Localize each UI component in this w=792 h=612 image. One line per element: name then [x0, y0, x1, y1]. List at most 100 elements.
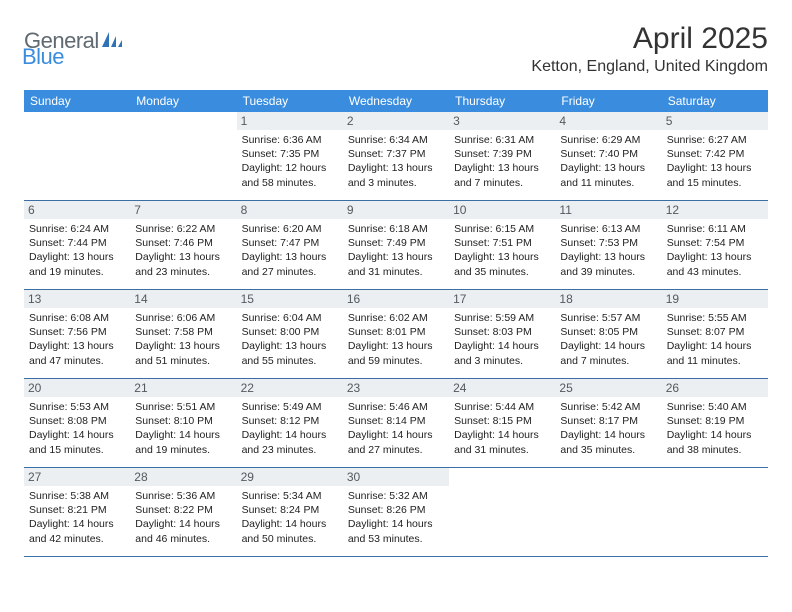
day-body: Sunrise: 5:59 AMSunset: 8:03 PMDaylight:…: [454, 311, 550, 368]
daylight-line: Daylight: 12 hours and 58 minutes.: [242, 161, 338, 189]
dow-sat: Saturday: [662, 90, 768, 112]
day-number: 18: [555, 290, 661, 308]
day-cell: 18 Sunrise: 5:57 AMSunset: 8:05 PMDayligh…: [555, 290, 661, 378]
daylight-line: Daylight: 13 hours and 43 minutes.: [667, 250, 763, 278]
day-body: Sunrise: 5:53 AMSunset: 8:08 PMDaylight:…: [29, 400, 125, 457]
day-body: Sunrise: 5:38 AMSunset: 8:21 PMDaylight:…: [29, 489, 125, 546]
week-row: 13 Sunrise: 6:08 AMSunset: 7:56 PMDayligh…: [24, 290, 768, 379]
sunrise-line: Sunrise: 6:18 AM: [348, 222, 444, 236]
sunrise-line: Sunrise: 6:24 AM: [29, 222, 125, 236]
day-number: 17: [449, 290, 555, 308]
daylight-line: Daylight: 13 hours and 47 minutes.: [29, 339, 125, 367]
dow-wed: Wednesday: [343, 90, 449, 112]
day-body: Sunrise: 6:11 AMSunset: 7:54 PMDaylight:…: [667, 222, 763, 279]
sunset-line: Sunset: 7:40 PM: [560, 147, 656, 161]
day-cell: 13 Sunrise: 6:08 AMSunset: 7:56 PMDayligh…: [24, 290, 130, 378]
sunset-line: Sunset: 8:05 PM: [560, 325, 656, 339]
sunrise-line: Sunrise: 5:49 AM: [242, 400, 338, 414]
sunrise-line: Sunrise: 6:36 AM: [242, 133, 338, 147]
sunset-line: Sunset: 8:14 PM: [348, 414, 444, 428]
daylight-line: Daylight: 14 hours and 38 minutes.: [667, 428, 763, 456]
daylight-line: Daylight: 14 hours and 50 minutes.: [242, 517, 338, 545]
sunset-line: Sunset: 8:15 PM: [454, 414, 550, 428]
sunrise-line: Sunrise: 6:13 AM: [560, 222, 656, 236]
daylight-line: Daylight: 13 hours and 51 minutes.: [135, 339, 231, 367]
day-number: 28: [130, 468, 236, 486]
sunrise-line: Sunrise: 5:32 AM: [348, 489, 444, 503]
sunset-line: Sunset: 8:17 PM: [560, 414, 656, 428]
day-cell: 25 Sunrise: 5:42 AMSunset: 8:17 PMDayligh…: [555, 379, 661, 467]
day-number: 23: [343, 379, 449, 397]
day-body: Sunrise: 6:24 AMSunset: 7:44 PMDaylight:…: [29, 222, 125, 279]
day-cell: 29Sunrise: 5:34 AMSunset: 8:24 PMDayligh…: [237, 468, 343, 556]
daylight-line: Daylight: 13 hours and 27 minutes.: [242, 250, 338, 278]
day-number: 9: [343, 201, 449, 219]
day-number: 15: [237, 290, 343, 308]
day-cell: [662, 468, 768, 556]
day-body: Sunrise: 6:36 AMSunset: 7:35 PMDaylight:…: [242, 133, 338, 190]
day-cell: 15 Sunrise: 6:04 AMSunset: 8:00 PMDayligh…: [237, 290, 343, 378]
day-cell: [449, 468, 555, 556]
day-cell: 28Sunrise: 5:36 AMSunset: 8:22 PMDayligh…: [130, 468, 236, 556]
daylight-line: Daylight: 13 hours and 55 minutes.: [242, 339, 338, 367]
day-body: Sunrise: 5:57 AMSunset: 8:05 PMDaylight:…: [560, 311, 656, 368]
day-number: 2: [343, 112, 449, 130]
day-body: Sunrise: 6:20 AMSunset: 7:47 PMDaylight:…: [242, 222, 338, 279]
sunset-line: Sunset: 8:24 PM: [242, 503, 338, 517]
day-body: Sunrise: 5:51 AMSunset: 8:10 PMDaylight:…: [135, 400, 231, 457]
sunrise-line: Sunrise: 5:44 AM: [454, 400, 550, 414]
day-body: Sunrise: 6:04 AMSunset: 8:00 PMDaylight:…: [242, 311, 338, 368]
day-number: 14: [130, 290, 236, 308]
day-body: Sunrise: 5:40 AMSunset: 8:19 PMDaylight:…: [667, 400, 763, 457]
day-cell: 30Sunrise: 5:32 AMSunset: 8:26 PMDayligh…: [343, 468, 449, 556]
day-number: 13: [24, 290, 130, 308]
dow-row: Sunday Monday Tuesday Wednesday Thursday…: [24, 90, 768, 112]
sunrise-line: Sunrise: 6:22 AM: [135, 222, 231, 236]
daylight-line: Daylight: 14 hours and 31 minutes.: [454, 428, 550, 456]
daylight-line: Daylight: 14 hours and 15 minutes.: [29, 428, 125, 456]
calendar: Sunday Monday Tuesday Wednesday Thursday…: [24, 90, 768, 557]
sunset-line: Sunset: 8:01 PM: [348, 325, 444, 339]
sunrise-line: Sunrise: 5:53 AM: [29, 400, 125, 414]
daylight-line: Daylight: 13 hours and 35 minutes.: [454, 250, 550, 278]
day-body: Sunrise: 6:13 AMSunset: 7:53 PMDaylight:…: [560, 222, 656, 279]
sunset-line: Sunset: 8:00 PM: [242, 325, 338, 339]
day-cell: 27Sunrise: 5:38 AMSunset: 8:21 PMDayligh…: [24, 468, 130, 556]
day-body: Sunrise: 5:49 AMSunset: 8:12 PMDaylight:…: [242, 400, 338, 457]
day-number: 19: [662, 290, 768, 308]
day-number: [555, 468, 661, 486]
daylight-line: Daylight: 13 hours and 11 minutes.: [560, 161, 656, 189]
sunrise-line: Sunrise: 6:29 AM: [560, 133, 656, 147]
sunset-line: Sunset: 7:42 PM: [667, 147, 763, 161]
sunset-line: Sunset: 7:56 PM: [29, 325, 125, 339]
day-number: 7: [130, 201, 236, 219]
header: General April 2025 Ketton, England, Unit…: [24, 22, 768, 76]
day-body: Sunrise: 6:34 AMSunset: 7:37 PMDaylight:…: [348, 133, 444, 190]
month-title: April 2025: [531, 22, 768, 56]
day-body: Sunrise: 6:08 AMSunset: 7:56 PMDaylight:…: [29, 311, 125, 368]
sunrise-line: Sunrise: 5:59 AM: [454, 311, 550, 325]
day-body: Sunrise: 5:46 AMSunset: 8:14 PMDaylight:…: [348, 400, 444, 457]
daylight-line: Daylight: 14 hours and 23 minutes.: [242, 428, 338, 456]
day-number: 25: [555, 379, 661, 397]
daylight-line: Daylight: 13 hours and 39 minutes.: [560, 250, 656, 278]
day-cell: [555, 468, 661, 556]
day-cell: 6Sunrise: 6:24 AMSunset: 7:44 PMDaylight…: [24, 201, 130, 289]
sunset-line: Sunset: 7:37 PM: [348, 147, 444, 161]
daylight-line: Daylight: 14 hours and 35 minutes.: [560, 428, 656, 456]
day-body: Sunrise: 5:42 AMSunset: 8:17 PMDaylight:…: [560, 400, 656, 457]
day-cell: 7 Sunrise: 6:22 AMSunset: 7:46 PMDaylight…: [130, 201, 236, 289]
sunset-line: Sunset: 7:54 PM: [667, 236, 763, 250]
sunrise-line: Sunrise: 5:36 AM: [135, 489, 231, 503]
sunrise-line: Sunrise: 5:42 AM: [560, 400, 656, 414]
day-number: 5: [662, 112, 768, 130]
day-number: 4: [555, 112, 661, 130]
day-cell: 4 Sunrise: 6:29 AMSunset: 7:40 PMDaylight…: [555, 112, 661, 200]
day-body: Sunrise: 6:15 AMSunset: 7:51 PMDaylight:…: [454, 222, 550, 279]
day-body: Sunrise: 6:22 AMSunset: 7:46 PMDaylight:…: [135, 222, 231, 279]
daylight-line: Daylight: 14 hours and 46 minutes.: [135, 517, 231, 545]
sunset-line: Sunset: 7:58 PM: [135, 325, 231, 339]
title-block: April 2025 Ketton, England, United Kingd…: [531, 22, 768, 76]
day-body: Sunrise: 6:06 AMSunset: 7:58 PMDaylight:…: [135, 311, 231, 368]
sunset-line: Sunset: 8:26 PM: [348, 503, 444, 517]
